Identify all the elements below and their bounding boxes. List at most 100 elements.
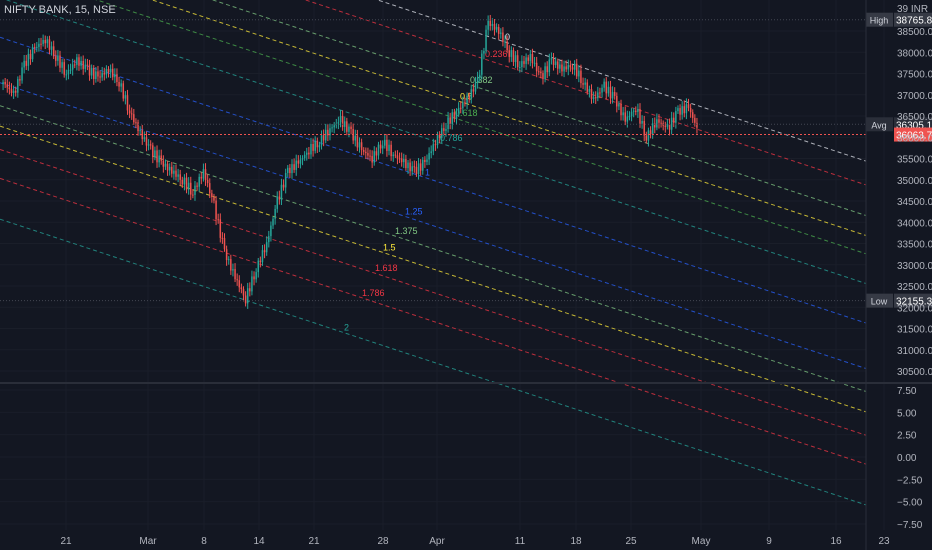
candle-body — [90, 68, 93, 76]
fib-line[interactable] — [0, 36, 867, 324]
candle-body — [417, 163, 420, 174]
candle-body — [388, 144, 390, 151]
fib-line[interactable] — [0, 82, 867, 370]
fib-level-label: 0.786 — [440, 133, 463, 143]
currency-label: 39 INR — [897, 4, 928, 15]
fib-line[interactable] — [0, 0, 867, 186]
price-tick-label: 37500.00 — [897, 70, 932, 81]
candle-body — [65, 74, 68, 76]
candle-body — [542, 73, 544, 80]
candle-body — [242, 289, 245, 296]
fib-line[interactable] — [0, 0, 867, 217]
candle-body — [69, 69, 72, 71]
time-axis[interactable]: 21 Mar 8 14 21 28 Apr 11 18 25 May 9 16 23 — [60, 536, 890, 547]
time-tick-label: 25 — [625, 536, 637, 547]
fib-line[interactable] — [0, 177, 867, 465]
candle-body — [272, 218, 274, 226]
candle-body — [265, 242, 268, 253]
fib-line[interactable] — [0, 218, 867, 506]
candle-body — [474, 82, 477, 92]
price-markers: High 38765.85 Avg 36305.1536063.75 Low 32155.… — [0, 12, 932, 308]
price-tick-label: 34000.00 — [897, 218, 932, 229]
candle-body — [641, 121, 643, 124]
marker-value-box — [894, 12, 932, 27]
candle-body — [356, 135, 359, 148]
price-axis[interactable]: 30500.00 31000.00 31500.00 32000.00 32500.00… — [897, 4, 932, 378]
candle-body — [111, 68, 114, 78]
candle-body — [411, 166, 413, 172]
candle-body — [343, 121, 346, 127]
fib-line[interactable] — [0, 105, 867, 392]
candle-body — [78, 57, 80, 66]
candle-body — [554, 61, 557, 65]
candle-body — [128, 110, 131, 114]
candle-body — [177, 174, 179, 177]
candle-body — [586, 82, 589, 92]
fib-line[interactable] — [0, 0, 867, 255]
candle-body — [550, 58, 553, 60]
fib-level-label: 0.5 — [460, 92, 473, 102]
candle-body — [23, 60, 25, 68]
candle-body — [432, 144, 435, 152]
candle-body — [221, 237, 224, 239]
marker-tag-label: High — [870, 16, 889, 26]
candle-body — [447, 117, 449, 129]
price-tick-label: 36500.00 — [897, 112, 932, 123]
candle-body — [373, 151, 376, 163]
candle-body — [147, 144, 150, 146]
candle-body — [637, 108, 639, 113]
candles — [2, 14, 698, 309]
fib-level-label: 1.375 — [395, 226, 418, 236]
candle-body — [99, 76, 101, 78]
candle-body — [647, 130, 650, 141]
candle-body — [597, 92, 599, 99]
candle-body — [44, 40, 46, 44]
candle-body — [48, 39, 51, 50]
candle-body — [230, 259, 232, 271]
candle-body — [626, 116, 629, 122]
candle-body — [329, 128, 331, 136]
candle-body — [535, 62, 538, 72]
candle-body — [306, 152, 308, 155]
candle-body — [310, 143, 312, 155]
oscillator-axis[interactable]: 7.50 5.00 2.50 0.00 −2.50 −5.00 −7.50 — [897, 386, 923, 531]
candle-body — [491, 23, 494, 26]
candle-body — [92, 68, 95, 79]
candle-body — [341, 116, 344, 127]
candle-body — [168, 166, 171, 171]
fib-line[interactable] — [0, 149, 867, 436]
candle-body — [645, 135, 648, 141]
candle-body — [253, 276, 255, 280]
candle-body — [379, 144, 382, 149]
candle-body — [415, 166, 418, 174]
candle-body — [605, 81, 608, 94]
candle-body — [25, 60, 28, 66]
candle-body — [443, 128, 445, 131]
candle-body — [158, 155, 160, 163]
candle-body — [291, 164, 293, 174]
candle-body — [137, 122, 139, 132]
time-tick-label: 18 — [570, 536, 582, 547]
candle-body — [12, 90, 15, 93]
fib-line[interactable] — [0, 0, 867, 162]
fib-line[interactable] — [0, 125, 867, 413]
candle-body — [386, 139, 388, 151]
price-tick-label: 38500.00 — [897, 27, 932, 38]
candle-body — [628, 116, 631, 118]
candle-body — [449, 117, 451, 124]
candle-body — [52, 46, 55, 57]
candle-body — [204, 169, 207, 180]
osc-tick-label: −5.00 — [897, 498, 923, 509]
candle-body — [156, 150, 158, 163]
candle-body — [422, 159, 424, 171]
candle-body — [295, 160, 297, 170]
candle-body — [451, 112, 454, 124]
time-tick-label: 11 — [515, 536, 526, 547]
candle-body — [694, 117, 696, 123]
candle-body — [464, 102, 466, 104]
fib-line[interactable] — [0, 0, 867, 236]
candle-body — [620, 104, 622, 116]
candle-body — [434, 144, 437, 146]
